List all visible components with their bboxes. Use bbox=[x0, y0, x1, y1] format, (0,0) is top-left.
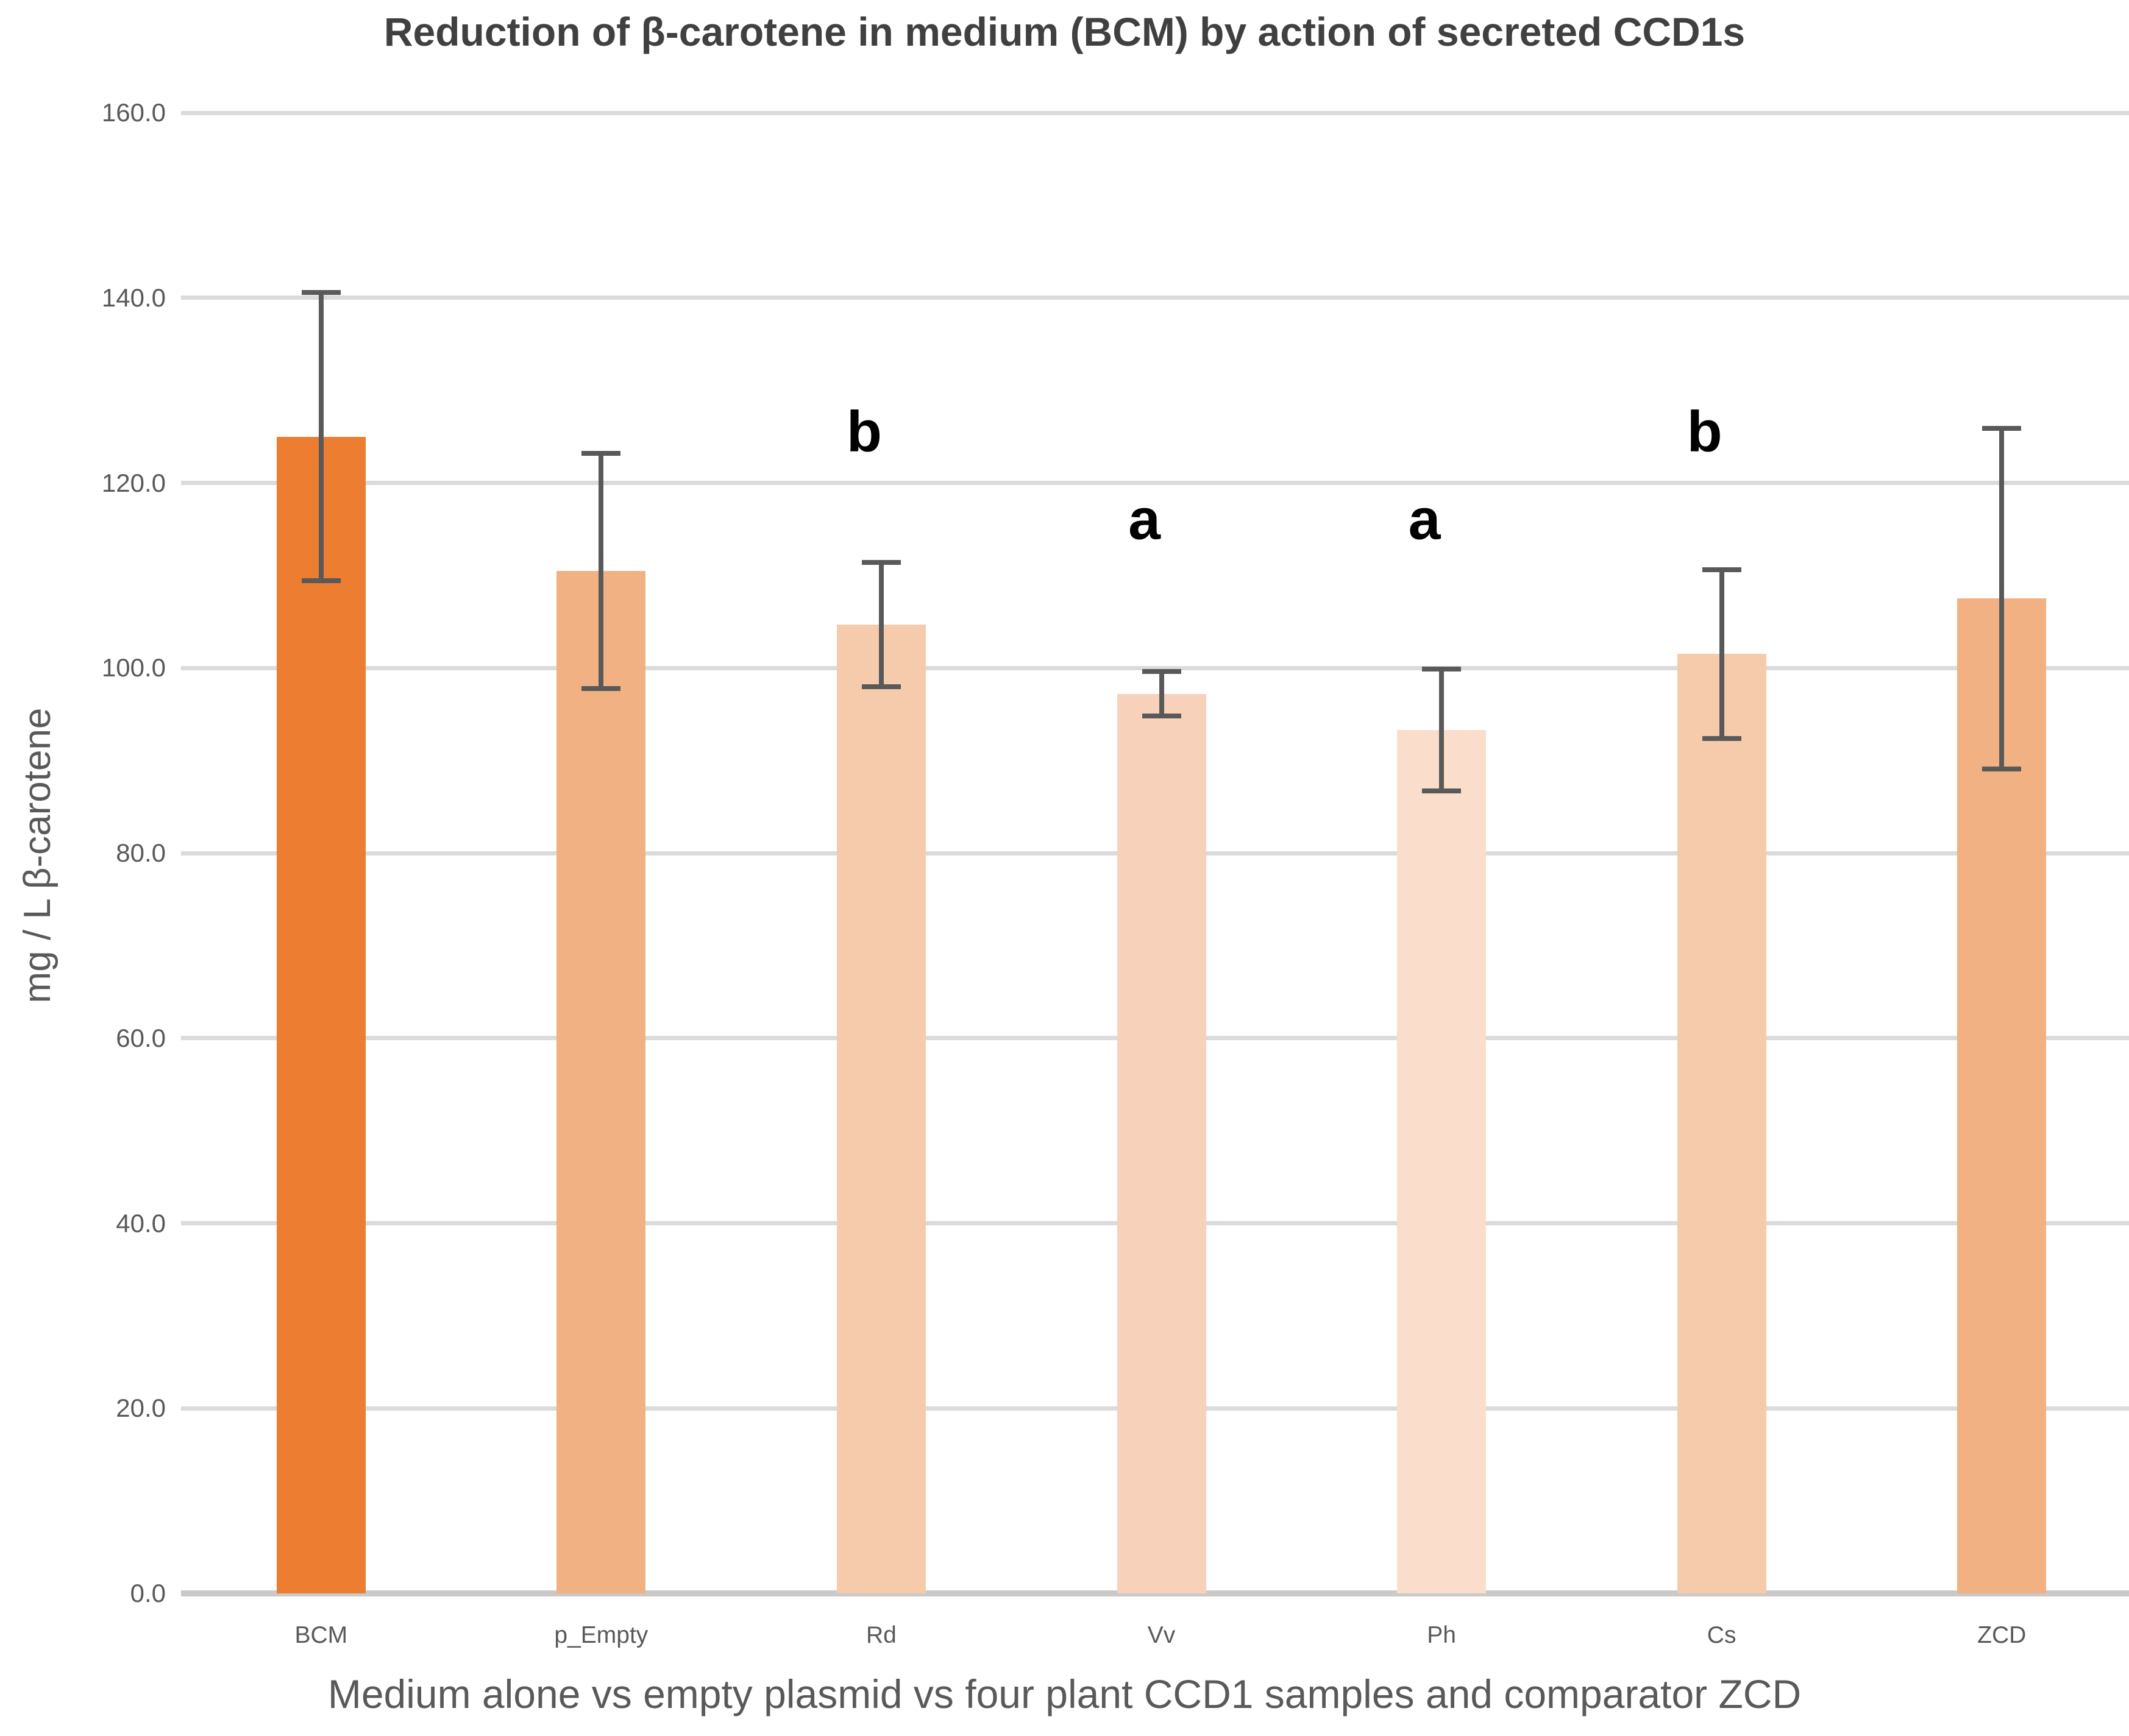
gridline-y-140 bbox=[181, 296, 2129, 300]
y-tick-label-120: 120.0 bbox=[101, 468, 166, 497]
category-label-Vv: Vv bbox=[1147, 1622, 1176, 1648]
error-bar-cap-top-Ph bbox=[1422, 666, 1462, 671]
y-axis-title: mg / L β-carotene bbox=[16, 707, 59, 1004]
error-bar-cap-top-ZCD bbox=[1982, 425, 2022, 431]
bar-BCM bbox=[276, 436, 366, 1593]
bar-Rd bbox=[836, 624, 926, 1593]
error-bar-cap-bottom-Rd bbox=[861, 684, 901, 689]
bar-Vv bbox=[1117, 693, 1206, 1593]
error-bar-cap-top-Rd bbox=[861, 560, 901, 565]
error-bar-line-Vv bbox=[1159, 671, 1164, 717]
significance-letter-Vv: a bbox=[1128, 487, 1160, 552]
x-axis-title: Medium alone vs empty plasmid vs four pl… bbox=[327, 1671, 1802, 1717]
error-bar-cap-bottom-p_Empty bbox=[581, 686, 621, 691]
category-label-Cs: Cs bbox=[1707, 1622, 1736, 1648]
error-bar-cap-top-p_Empty bbox=[581, 450, 621, 456]
bar-Cs bbox=[1677, 654, 1766, 1593]
x-axis-line bbox=[181, 1590, 2129, 1596]
error-bar-line-p_Empty bbox=[599, 453, 604, 689]
error-bar-cap-bottom-Vv bbox=[1142, 714, 1181, 719]
bar-Ph bbox=[1397, 730, 1487, 1593]
gridline-y-120 bbox=[181, 481, 2129, 485]
gridline-y-100 bbox=[181, 665, 2129, 670]
significance-letter-Rd: b bbox=[846, 399, 882, 464]
y-tick-label-60: 60.0 bbox=[116, 1023, 166, 1052]
error-bar-cap-bottom-ZCD bbox=[1982, 766, 2022, 771]
gridline-y-160 bbox=[181, 110, 2129, 115]
y-tick-label-0: 0.0 bbox=[130, 1579, 166, 1607]
error-bar-cap-top-Cs bbox=[1702, 567, 1741, 573]
y-tick-label-160: 160.0 bbox=[101, 98, 166, 127]
category-label-p_Empty: p_Empty bbox=[554, 1622, 649, 1648]
error-bar-line-ZCD bbox=[1999, 428, 2005, 769]
chart-title: Reduction of β-carotene in medium (BCM) … bbox=[383, 9, 1746, 54]
error-bar-cap-bottom-Cs bbox=[1702, 735, 1741, 741]
category-label-BCM: BCM bbox=[294, 1622, 348, 1648]
error-bar-cap-top-Vv bbox=[1142, 669, 1181, 675]
significance-letter-Ph: a bbox=[1408, 487, 1441, 552]
error-bar-cap-bottom-Ph bbox=[1422, 788, 1462, 794]
y-tick-label-80: 80.0 bbox=[116, 838, 166, 867]
error-bar-line-BCM bbox=[318, 292, 324, 581]
y-tick-label-100: 100.0 bbox=[101, 653, 166, 682]
y-tick-label-20: 20.0 bbox=[116, 1394, 166, 1423]
category-label-ZCD: ZCD bbox=[1977, 1622, 2027, 1648]
plot-area: b a a b bbox=[181, 110, 2129, 1596]
error-bar-line-Cs bbox=[1719, 570, 1724, 739]
error-bar-cap-bottom-BCM bbox=[301, 578, 341, 584]
category-label-Rd: Rd bbox=[865, 1622, 897, 1648]
significance-letter-Cs: b bbox=[1686, 399, 1722, 464]
bar-p_Empty bbox=[556, 570, 646, 1593]
error-bar-cap-top-BCM bbox=[301, 289, 341, 295]
y-tick-label-140: 140.0 bbox=[101, 283, 166, 312]
category-label-Ph: Ph bbox=[1427, 1622, 1456, 1648]
error-bar-line-Ph bbox=[1439, 668, 1445, 792]
error-bar-line-Rd bbox=[878, 562, 884, 687]
y-tick-label-40: 40.0 bbox=[116, 1208, 166, 1238]
